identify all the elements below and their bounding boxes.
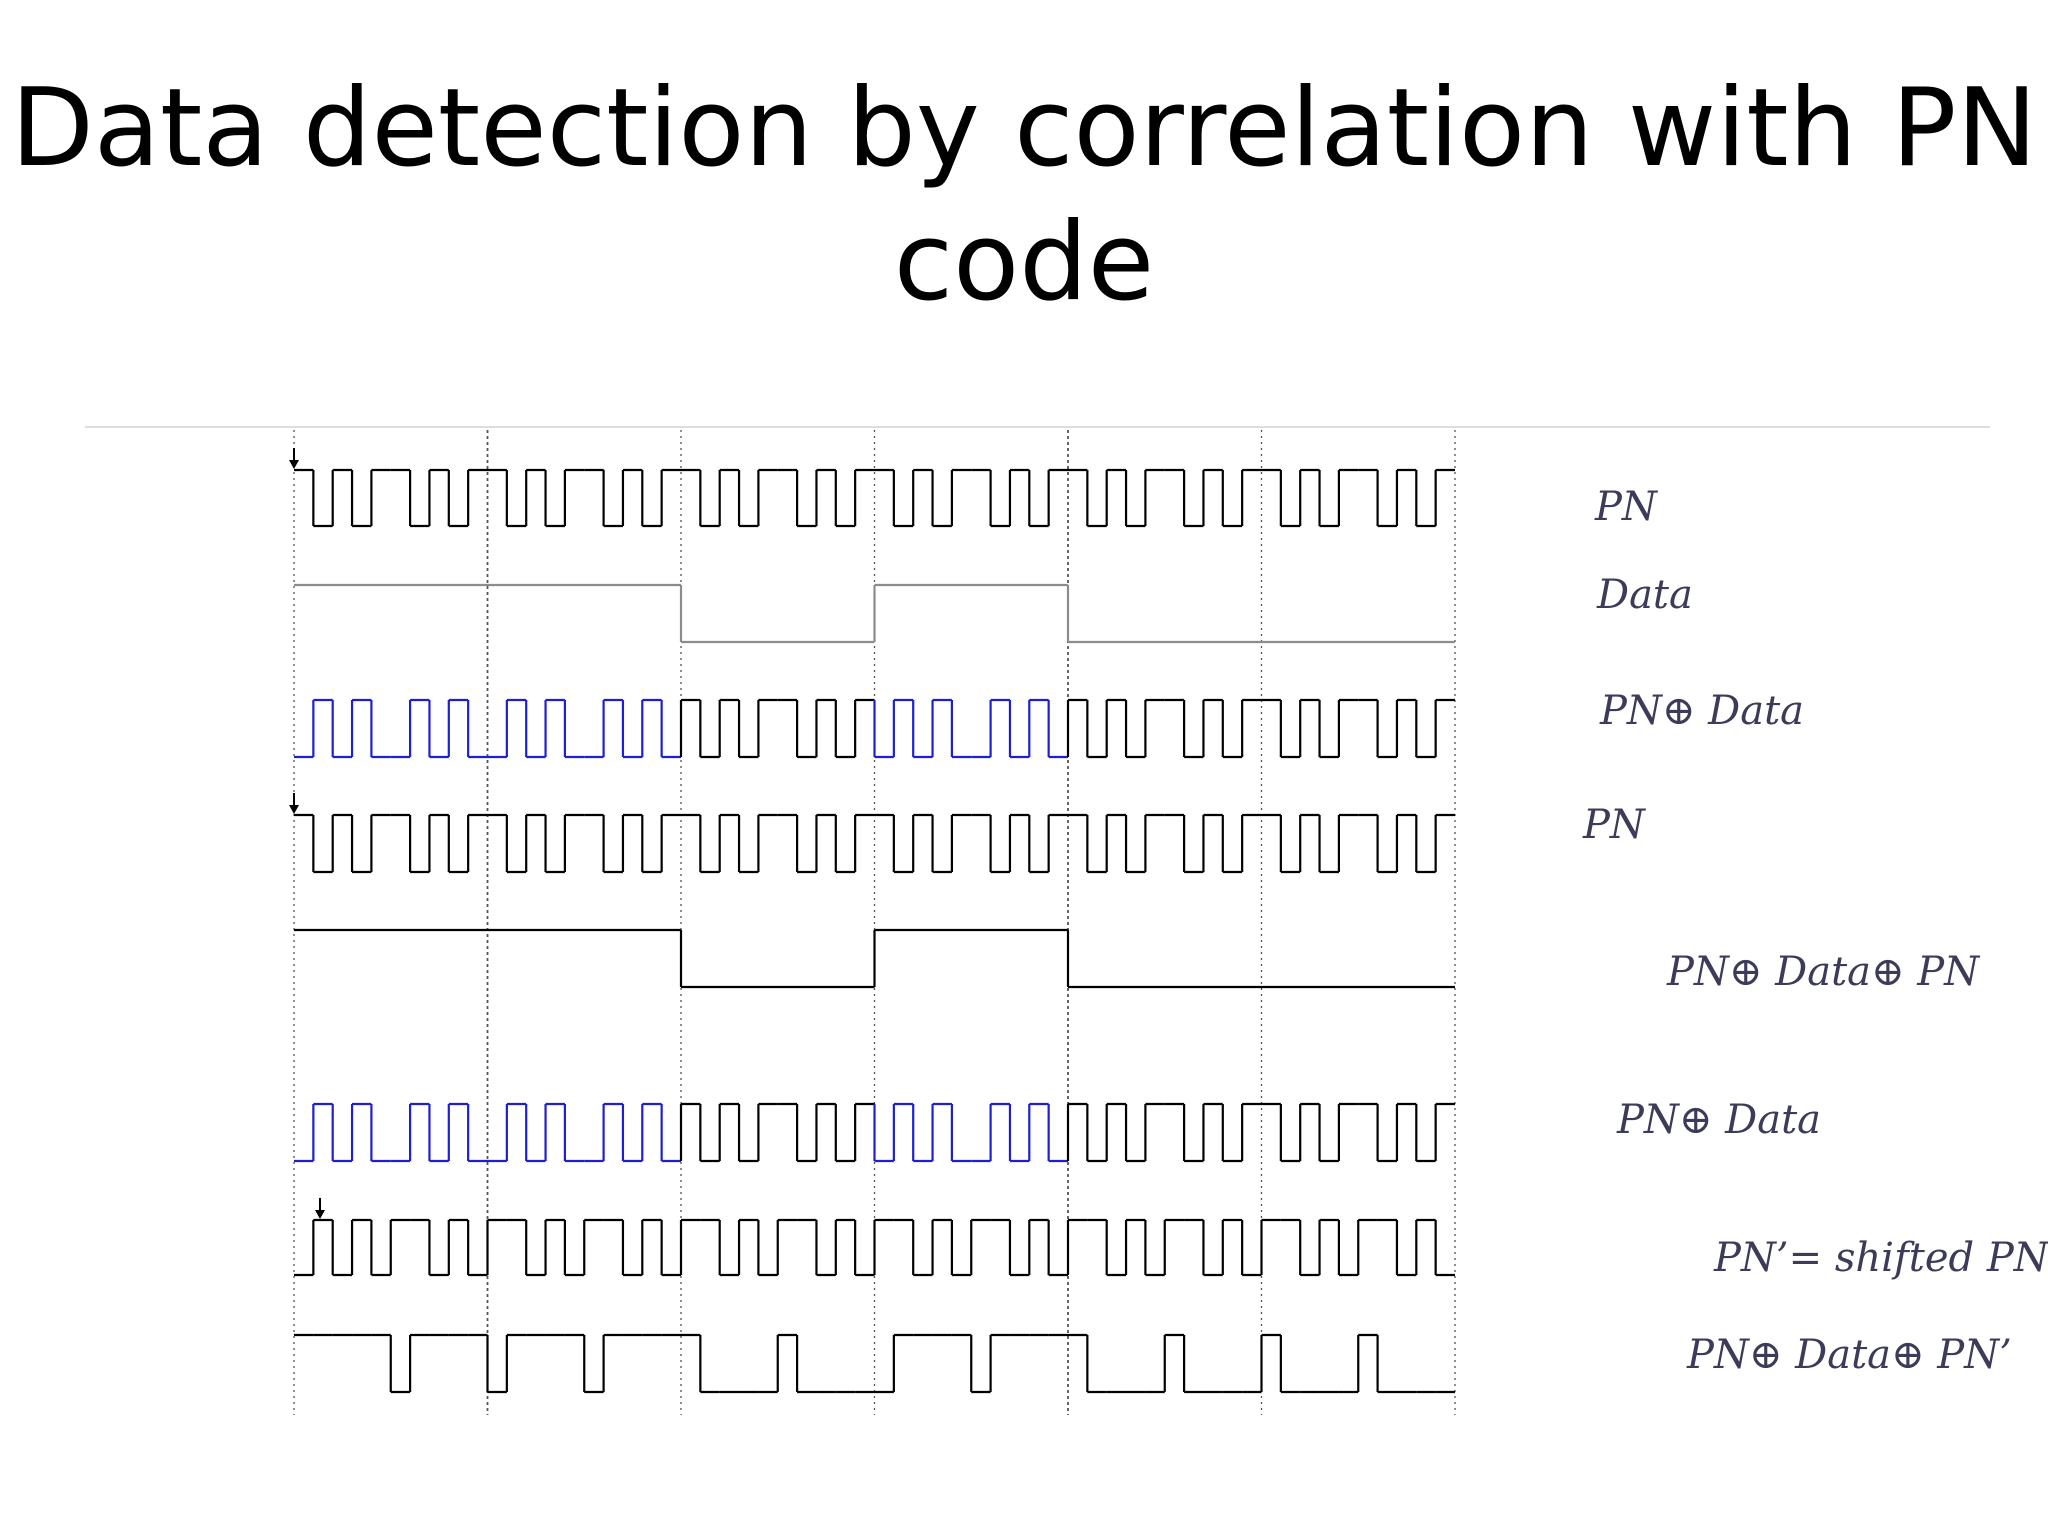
- start-marker-arrow-icon: [289, 460, 299, 469]
- signal-label-3: PN⊕ Data: [1599, 688, 1804, 734]
- signal-label-5: PN⊕ Data⊕ PN: [1666, 949, 1981, 995]
- start-marker-arrow-icon: [315, 1210, 325, 1219]
- signal-labels: PN Data PN⊕ Data PN PN⊕ Data⊕ PN PN⊕ Data PN’=…: [1582, 484, 2048, 1378]
- signal-label-2: Data: [1596, 572, 1693, 618]
- start-marker-arrow-icon: [289, 805, 299, 814]
- signal-label-8: PN⊕ Data⊕ PN’: [1686, 1332, 2012, 1378]
- signal-label-4: PN: [1582, 802, 1647, 848]
- signal-label-6: PN⊕ Data: [1616, 1097, 1821, 1143]
- waveforms: [289, 448, 1455, 1394]
- signal-label-7: PN’= shifted PN: [1713, 1235, 2048, 1281]
- slide-title: Data detection by correlation with PN co…: [10, 66, 2038, 325]
- signal-label-1: PN: [1594, 484, 1659, 530]
